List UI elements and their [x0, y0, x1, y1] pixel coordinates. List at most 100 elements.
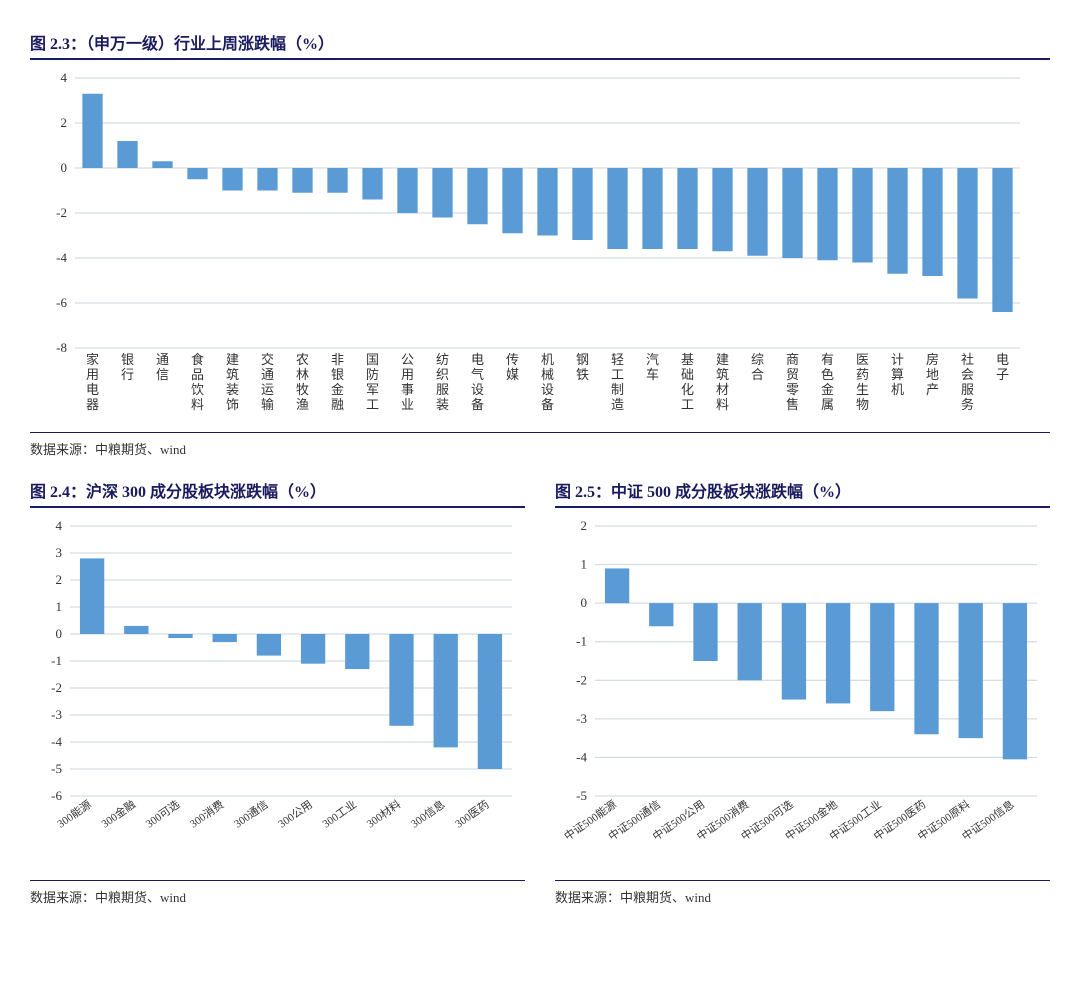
svg-text:础: 础	[681, 367, 694, 382]
svg-text:器: 器	[86, 397, 99, 412]
chart-canvas: -8-6-4-2024家用电器银行通信食品饮料建筑装饰交通运输农林牧渔非银金融国…	[30, 68, 1050, 428]
svg-text:色: 色	[821, 367, 834, 382]
svg-text:房: 房	[926, 352, 939, 367]
svg-text:3: 3	[56, 545, 63, 560]
svg-text:建: 建	[716, 352, 729, 367]
svg-text:-5: -5	[51, 761, 62, 776]
svg-text:备: 备	[471, 397, 484, 412]
svg-text:2: 2	[56, 572, 63, 587]
svg-text:300医药: 300医药	[453, 798, 492, 831]
svg-text:产: 产	[926, 382, 939, 397]
svg-text:农: 农	[296, 352, 309, 367]
svg-text:零: 零	[786, 382, 799, 397]
svg-text:电: 电	[996, 352, 1009, 367]
svg-text:械: 械	[541, 367, 554, 382]
svg-text:生: 生	[856, 382, 869, 397]
svg-text:媒: 媒	[506, 367, 519, 382]
svg-text:防: 防	[366, 367, 379, 382]
svg-text:300消费: 300消费	[187, 797, 227, 831]
svg-text:地: 地	[926, 367, 939, 382]
chart-source: 数据来源：中粮期货、wind	[30, 880, 525, 906]
chart-title: 图 2.4：沪深 300 成分股板块涨跌幅（%）	[30, 478, 525, 508]
svg-text:织: 织	[436, 367, 449, 382]
svg-text:-3: -3	[576, 711, 587, 726]
svg-text:用: 用	[401, 367, 414, 382]
chart-source: 数据来源：中粮期货、wind	[30, 432, 1050, 458]
svg-text:信: 信	[156, 367, 169, 382]
svg-text:备: 备	[541, 397, 554, 412]
svg-text:融: 融	[331, 397, 344, 412]
svg-text:子: 子	[996, 367, 1009, 382]
svg-text:商: 商	[786, 352, 799, 367]
svg-text:传: 传	[506, 352, 519, 367]
svg-text:渔: 渔	[296, 397, 309, 412]
svg-text:品: 品	[191, 367, 204, 382]
svg-text:综: 综	[751, 352, 764, 367]
svg-text:军: 军	[366, 382, 379, 397]
svg-text:材: 材	[716, 382, 729, 397]
svg-text:筑: 筑	[716, 367, 729, 382]
svg-text:-2: -2	[576, 672, 587, 687]
svg-text:-3: -3	[51, 707, 62, 722]
svg-text:服: 服	[436, 382, 449, 397]
svg-text:基: 基	[681, 352, 694, 367]
svg-text:会: 会	[961, 367, 974, 382]
svg-text:300信息: 300信息	[408, 797, 448, 831]
svg-text:金: 金	[331, 382, 344, 397]
svg-text:-2: -2	[56, 205, 67, 220]
svg-text:有: 有	[821, 352, 834, 367]
svg-text:300金融: 300金融	[98, 797, 138, 831]
svg-text:公: 公	[401, 352, 414, 367]
svg-text:算: 算	[891, 367, 904, 382]
svg-text:-4: -4	[56, 250, 67, 265]
svg-text:计: 计	[891, 352, 904, 367]
svg-text:2: 2	[61, 115, 68, 130]
svg-text:300材料: 300材料	[364, 797, 404, 831]
svg-text:设: 设	[471, 382, 484, 397]
svg-text:牧: 牧	[296, 382, 309, 397]
chart-source: 数据来源：中粮期货、wind	[555, 880, 1050, 906]
chart-title: 图 2.3：（申万一级）行业上周涨跌幅（%）	[30, 30, 1050, 60]
svg-text:-6: -6	[51, 788, 62, 803]
svg-text:饮: 饮	[191, 382, 204, 397]
svg-text:设: 设	[541, 382, 554, 397]
svg-text:银: 银	[331, 367, 344, 382]
svg-text:运: 运	[261, 382, 274, 397]
svg-text:工: 工	[681, 397, 694, 412]
svg-text:0: 0	[61, 160, 68, 175]
svg-text:通: 通	[156, 352, 169, 367]
svg-text:务: 务	[961, 397, 974, 412]
svg-text:-6: -6	[56, 295, 67, 310]
svg-text:-4: -4	[576, 749, 587, 764]
svg-text:制: 制	[611, 382, 624, 397]
svg-text:化: 化	[681, 382, 694, 397]
svg-text:300公用: 300公用	[276, 799, 314, 831]
svg-text:家: 家	[86, 352, 99, 367]
svg-text:合: 合	[751, 367, 764, 382]
svg-text:4: 4	[61, 70, 68, 85]
svg-text:林: 林	[296, 367, 309, 382]
svg-text:贸: 贸	[786, 367, 799, 382]
svg-text:国: 国	[366, 352, 379, 367]
svg-text:汽: 汽	[646, 352, 659, 367]
svg-text:建: 建	[226, 352, 239, 367]
svg-text:业: 业	[401, 397, 414, 412]
svg-text:饰: 饰	[226, 397, 239, 412]
svg-text:1: 1	[56, 599, 63, 614]
svg-text:-1: -1	[576, 634, 587, 649]
svg-text:装: 装	[226, 382, 239, 397]
chart-hs300-sector: 图 2.4：沪深 300 成分股板块涨跌幅（%） -6-5-4-3-2-1012…	[30, 478, 525, 906]
svg-text:4: 4	[56, 518, 63, 533]
svg-text:机: 机	[891, 382, 904, 397]
svg-text:事: 事	[401, 382, 414, 397]
chart-canvas: -6-5-4-3-2-101234300能源300金融300可选300消费300…	[30, 516, 525, 876]
svg-text:非: 非	[331, 352, 344, 367]
svg-text:-1: -1	[51, 653, 62, 668]
svg-text:气: 气	[471, 367, 484, 382]
chart-title: 图 2.5：中证 500 成分股板块涨跌幅（%）	[555, 478, 1050, 508]
svg-text:-2: -2	[51, 680, 62, 695]
svg-text:300可选: 300可选	[143, 798, 182, 831]
svg-text:社: 社	[961, 352, 974, 367]
svg-text:筑: 筑	[226, 367, 239, 382]
svg-text:电: 电	[86, 382, 99, 397]
